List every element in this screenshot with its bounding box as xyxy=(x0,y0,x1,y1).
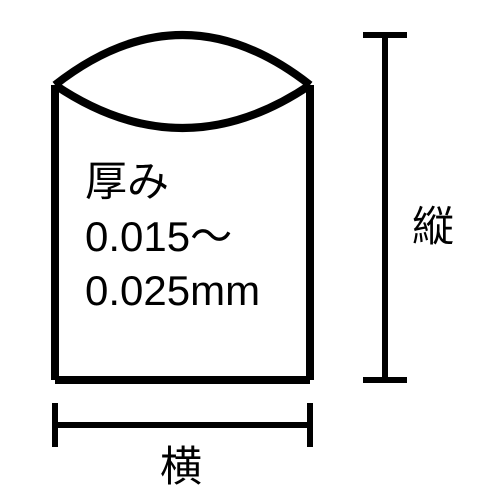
thickness-bottom: 0.025mm xyxy=(85,264,260,319)
dimension-vertical xyxy=(363,35,407,380)
thickness-label-block: 厚み 0.015〜 0.025mm xyxy=(85,155,260,319)
horizontal-dim-label: 横 xyxy=(160,440,202,495)
diagram-canvas: 厚み 0.015〜 0.025mm 縦 横 xyxy=(0,0,500,500)
thickness-range: 0.015〜 xyxy=(85,210,260,265)
thickness-title: 厚み xyxy=(85,155,260,210)
vertical-dim-label: 縦 xyxy=(412,200,454,255)
